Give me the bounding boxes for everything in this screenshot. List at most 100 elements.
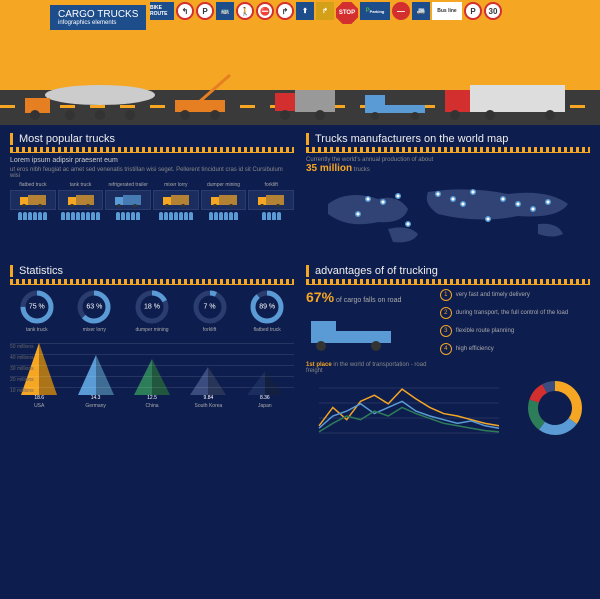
truck-type-label: refrigerated trailer — [105, 182, 151, 188]
donut-item: 63 % mixer lorry — [68, 289, 122, 333]
donut-item: 7 % forklift — [183, 289, 237, 333]
traffic-signs: BIKE ROUTE ↰ P 🚌 🚶 ⛔ ↱ ⬆ ↱ STOP PParking… — [150, 2, 590, 57]
sign-icon: 🚌 — [216, 2, 234, 20]
pyramid-label: South Korea — [183, 403, 233, 409]
advantages-stats: 67% of cargo falls on road 1st place in … — [306, 289, 434, 374]
donut-item: 75 % tank truck — [10, 289, 64, 333]
panel-title: Most popular trucks — [10, 133, 294, 145]
truck-illustration — [306, 311, 434, 356]
truck-type-item: tank truck — [58, 182, 104, 220]
donut-charts: 75 % tank truck 63 % mixer lorry 18 % du… — [10, 289, 294, 333]
truck-type-label: forklift — [248, 182, 294, 188]
sign-icon: 30 — [484, 2, 502, 20]
advantages-list-container: 1very fast and timely delivery2during tr… — [440, 289, 590, 374]
truck-type-item: mixer lorry — [153, 182, 199, 220]
ring-chart — [520, 378, 590, 438]
donut-pct: 18 % — [144, 304, 160, 311]
panel-title: Statistics — [10, 265, 294, 277]
sign-icon: ↱ — [316, 2, 334, 20]
lorem-text: ut eros nibh feugiat ac amet sed venenat… — [10, 167, 294, 179]
donut-pct: 89 % — [259, 304, 275, 311]
truck-type-item: forklift — [248, 182, 294, 220]
main-content: Most popular trucks Lorem ipsum adipsir … — [0, 125, 600, 454]
map-svg — [306, 174, 590, 254]
cargo-pct-label: of cargo falls on road — [336, 297, 401, 304]
donut-item: 18 % dumper mining — [125, 289, 179, 333]
pyramid-value: 9.84 — [183, 395, 233, 401]
sign-icon: — — [392, 2, 410, 20]
people-icons — [153, 212, 199, 220]
donut-label: dumper mining — [125, 327, 179, 333]
lorem-heading: Lorem ipsum adipsir praesent eum — [10, 157, 294, 164]
truck-type-icon — [105, 190, 151, 210]
donut-chart: 7 % — [192, 289, 228, 325]
flatbed-truck-icon — [360, 90, 430, 120]
sign-icon: ↰ — [176, 2, 194, 20]
cargo-pct: 67% — [306, 289, 334, 305]
people-icons — [201, 212, 247, 220]
gridline-label: 30 millions — [10, 365, 294, 372]
sign-icon: ⛔ — [256, 2, 274, 20]
truck-type-label: flatbed truck — [10, 182, 56, 188]
donut-chart: 89 % — [249, 289, 285, 325]
truck-type-label: tank truck — [58, 182, 104, 188]
number-badge: 2 — [440, 307, 452, 319]
pyramid-value: 14.3 — [70, 395, 120, 401]
subtitle-text: infographics elements — [58, 20, 138, 26]
truck-type-icon — [153, 190, 199, 210]
stripe-divider — [306, 147, 590, 153]
stripe-divider — [306, 279, 590, 285]
gridline-label: 20 millions — [10, 376, 294, 383]
stripe-divider — [10, 279, 294, 285]
line-series — [319, 401, 499, 428]
crane-truck-icon — [170, 70, 250, 120]
advantage-text: very fast and timely delivery — [456, 292, 530, 298]
header-scene: CARGO TRUCKS infographics elements BIKE … — [0, 0, 600, 125]
world-map: Currently the world's annual production … — [306, 157, 590, 257]
pyramid-label: USA — [14, 403, 64, 409]
advantages-list: 1very fast and timely delivery2during tr… — [440, 289, 590, 355]
sign-icon: PParking — [360, 2, 390, 20]
stripe-divider — [10, 147, 294, 153]
tanker-truck-icon — [20, 80, 160, 120]
people-icons — [58, 212, 104, 220]
donut-chart: 18 % — [134, 289, 170, 325]
sign-icon: 🚶 — [236, 2, 254, 20]
advantage-item: 1 very fast and timely delivery — [440, 289, 590, 301]
pyramid-value: 8.36 — [240, 395, 290, 401]
sign-icon: P — [464, 2, 482, 20]
truck-type-item: flatbed truck — [10, 182, 56, 220]
pyramid-label: China — [127, 403, 177, 409]
number-badge: 1 — [440, 289, 452, 301]
donut-pct: 7 % — [204, 304, 216, 311]
sign-icon: ↱ — [276, 2, 294, 20]
donut-label: flatbed truck — [240, 327, 294, 333]
panel-title: Trucks manufacturers on the world map — [306, 133, 590, 145]
advantage-text: flexible route planning — [456, 328, 514, 334]
people-icons — [10, 212, 56, 220]
people-icons — [105, 212, 151, 220]
donut-chart: 75 % — [19, 289, 55, 325]
sign-icon: Bus line — [432, 2, 462, 20]
donut-chart: 63 % — [76, 289, 112, 325]
panel-title: advantages of of trucking — [306, 265, 590, 277]
truck-type-icon — [10, 190, 56, 210]
donut-label: mixer lorry — [68, 327, 122, 333]
pyramid-chart: 10 millions20 millions30 millions40 mill… — [10, 339, 294, 409]
pyramid-value: 18.6 — [14, 395, 64, 401]
place-text: 1st place in the world of transportation… — [306, 362, 434, 374]
truck-type-icon — [248, 190, 294, 210]
people-icons — [248, 212, 294, 220]
truck-type-icon — [58, 190, 104, 210]
donut-pct: 75 % — [29, 304, 45, 311]
sign-icon: 🚐 — [412, 2, 430, 20]
truck-type-icon — [201, 190, 247, 210]
popular-trucks-panel: Most popular trucks Lorem ipsum adipsir … — [10, 133, 294, 257]
title-sign: CARGO TRUCKS infographics elements — [50, 5, 146, 30]
pyramid-value: 12.5 — [127, 395, 177, 401]
donut-label: forklift — [183, 327, 237, 333]
gridline-label: 50 millions — [10, 343, 294, 350]
donut-item: 89 % flatbed truck — [240, 289, 294, 333]
gridline-label: 40 millions — [10, 354, 294, 361]
advantages-panel: advantages of of trucking 67% of cargo f… — [306, 265, 590, 438]
